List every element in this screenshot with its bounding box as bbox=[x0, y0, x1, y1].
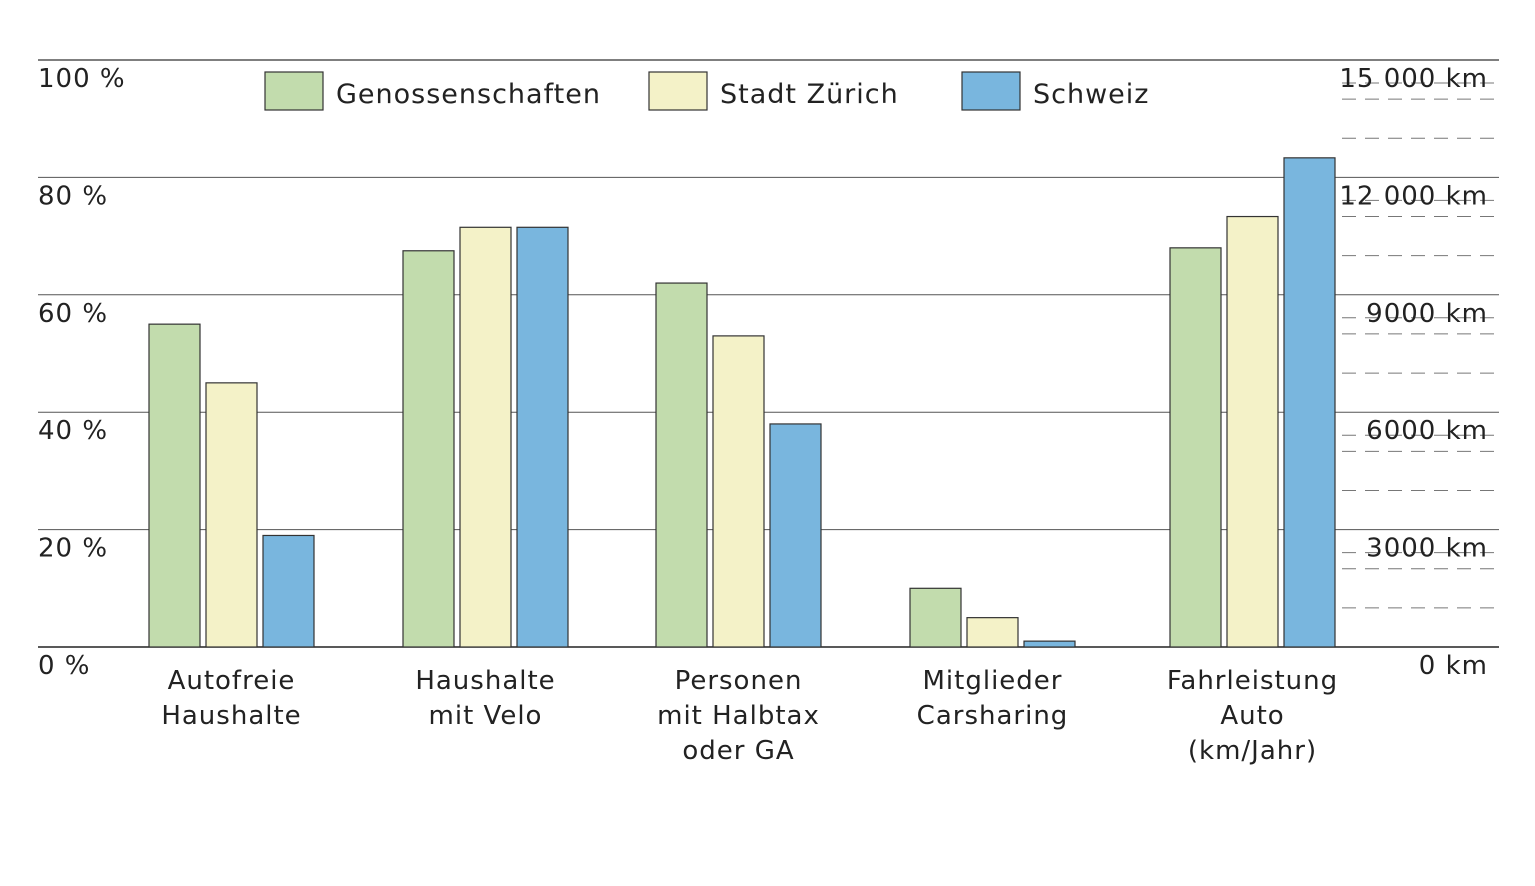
category-label: Carsharing bbox=[917, 701, 1069, 731]
right-axis-tick-label: 0 km bbox=[1419, 651, 1488, 681]
legend-label: Genossenschaften bbox=[336, 79, 601, 110]
category-label: Haushalte bbox=[161, 701, 301, 731]
bar-schweiz-4 bbox=[1283, 157, 1336, 648]
legend-swatch bbox=[961, 71, 1021, 111]
legend-label: Stadt Zürich bbox=[720, 79, 899, 110]
right-axis-tick-label: 3000 km bbox=[1366, 534, 1488, 564]
right-axis-tick-label: 12 000 km bbox=[1339, 181, 1488, 211]
left-axis-tick-label: 60 % bbox=[38, 299, 108, 329]
right-axis-tick-label: 6000 km bbox=[1366, 416, 1488, 446]
category-label: Personen bbox=[675, 666, 803, 696]
left-axis-tick-label: 20 % bbox=[38, 534, 108, 564]
category-label: Fahrleistung bbox=[1167, 666, 1338, 696]
category-label: Mitglieder bbox=[923, 666, 1063, 696]
bar-stadt-z-rich-4 bbox=[1226, 215, 1279, 648]
bar-genossenschaften-1 bbox=[402, 250, 455, 648]
bar-genossenschaften-4 bbox=[1169, 247, 1222, 648]
bar-stadt-z-rich-2 bbox=[712, 335, 765, 648]
category-label: Auto bbox=[1220, 701, 1284, 731]
category-label: Haushalte bbox=[415, 666, 555, 696]
legend-swatch bbox=[264, 71, 324, 111]
bar-schweiz-3 bbox=[1023, 640, 1076, 648]
left-axis-tick-label: 100 % bbox=[38, 64, 126, 94]
category-label: oder GA bbox=[682, 736, 794, 766]
category-label: mit Halbtax bbox=[657, 701, 820, 731]
category-label: (km/Jahr) bbox=[1188, 736, 1317, 766]
legend-swatch bbox=[648, 71, 708, 111]
bar-stadt-z-rich-1 bbox=[459, 226, 512, 648]
left-axis-tick-label: 40 % bbox=[38, 416, 108, 446]
right-axis-tick-label: 15 000 km bbox=[1339, 64, 1488, 94]
bar-genossenschaften-2 bbox=[655, 282, 708, 648]
right-axis-tick-label: 9000 km bbox=[1366, 299, 1488, 329]
bar-stadt-z-rich-0 bbox=[205, 382, 258, 648]
left-axis-tick-label: 80 % bbox=[38, 181, 108, 211]
left-axis-tick-label: 0 % bbox=[38, 651, 91, 681]
bar-genossenschaften-0 bbox=[148, 323, 201, 648]
category-label: mit Velo bbox=[429, 701, 543, 731]
bar-schweiz-0 bbox=[262, 534, 315, 648]
bar-stadt-z-rich-3 bbox=[966, 617, 1019, 648]
bar-schweiz-1 bbox=[516, 226, 569, 648]
bar-genossenschaften-3 bbox=[909, 587, 962, 648]
legend-label: Schweiz bbox=[1033, 79, 1149, 110]
category-label: Autofreie bbox=[168, 666, 296, 696]
bar-schweiz-2 bbox=[769, 423, 822, 648]
